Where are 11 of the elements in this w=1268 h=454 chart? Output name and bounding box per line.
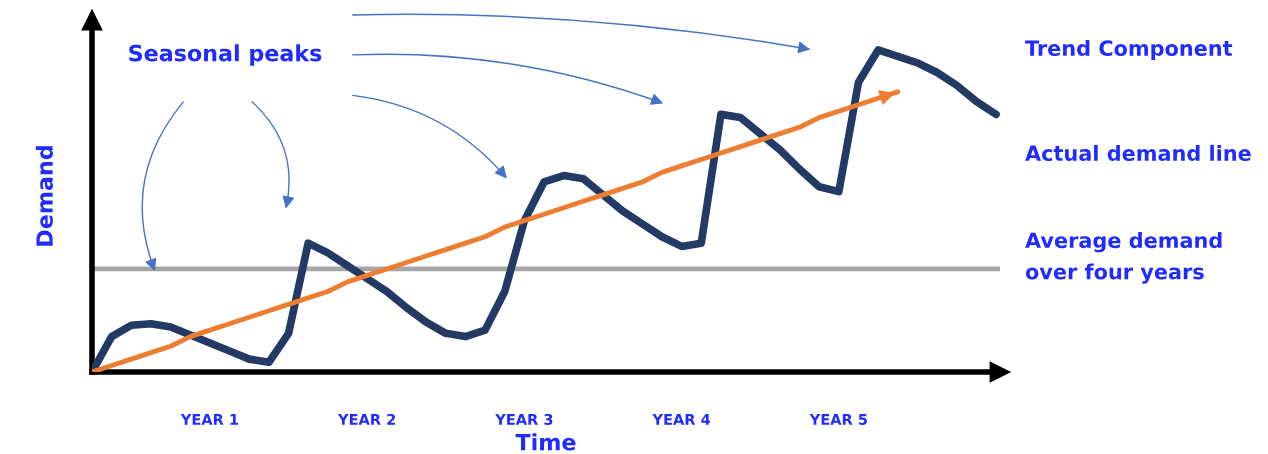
annotation: Seasonal peaks <box>129 44 322 66</box>
x-tick-label: YEAR 2 <box>337 413 396 425</box>
x-axis-title: Time <box>515 433 576 451</box>
x-tick-label: YEAR 5 <box>809 414 867 425</box>
text: Average demand over four years <box>1025 232 1222 284</box>
y-axis-title: Demand <box>35 146 53 246</box>
text: Actual demand line <box>1025 144 1251 162</box>
x-tick-label: YEAR 4 <box>652 414 711 425</box>
x-tick-label: YEAR 3 <box>495 413 553 425</box>
text: Trend Component <box>1025 39 1233 61</box>
x-tick-label: YEAR 1 <box>180 414 239 425</box>
